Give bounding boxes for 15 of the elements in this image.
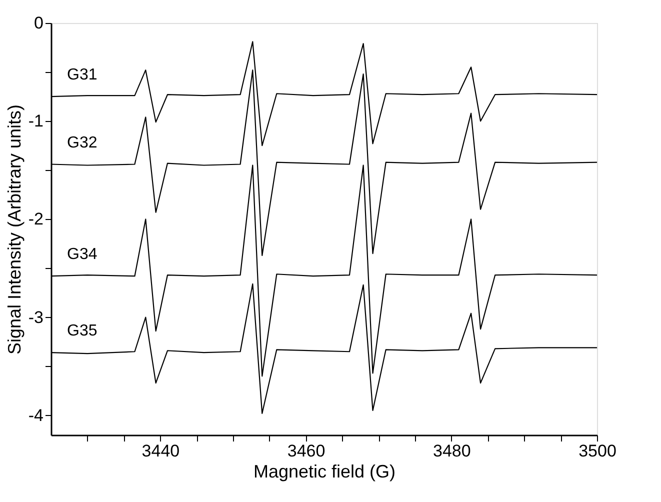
series-label: G31 [67,66,98,84]
x-axis-title: Magnetic field (G) [253,462,396,482]
y-tick-label: -1 [28,112,44,131]
x-tick-label: 3460 [287,442,326,460]
x-tick-label: 3500 [578,442,616,460]
y-tick-label: -4 [28,406,44,425]
series-label: G34 [67,246,98,264]
series-label: G35 [67,322,98,340]
y-tick-label: -2 [28,210,44,229]
x-tick-label: 3480 [432,442,471,460]
y-tick-label: -3 [28,308,44,327]
x-tick-label: 3440 [142,442,180,460]
y-tick-label: 0 [34,14,44,32]
series-label: G32 [67,134,98,152]
y-axis-title: Signal Intensity (Arbitrary units) [4,104,24,355]
